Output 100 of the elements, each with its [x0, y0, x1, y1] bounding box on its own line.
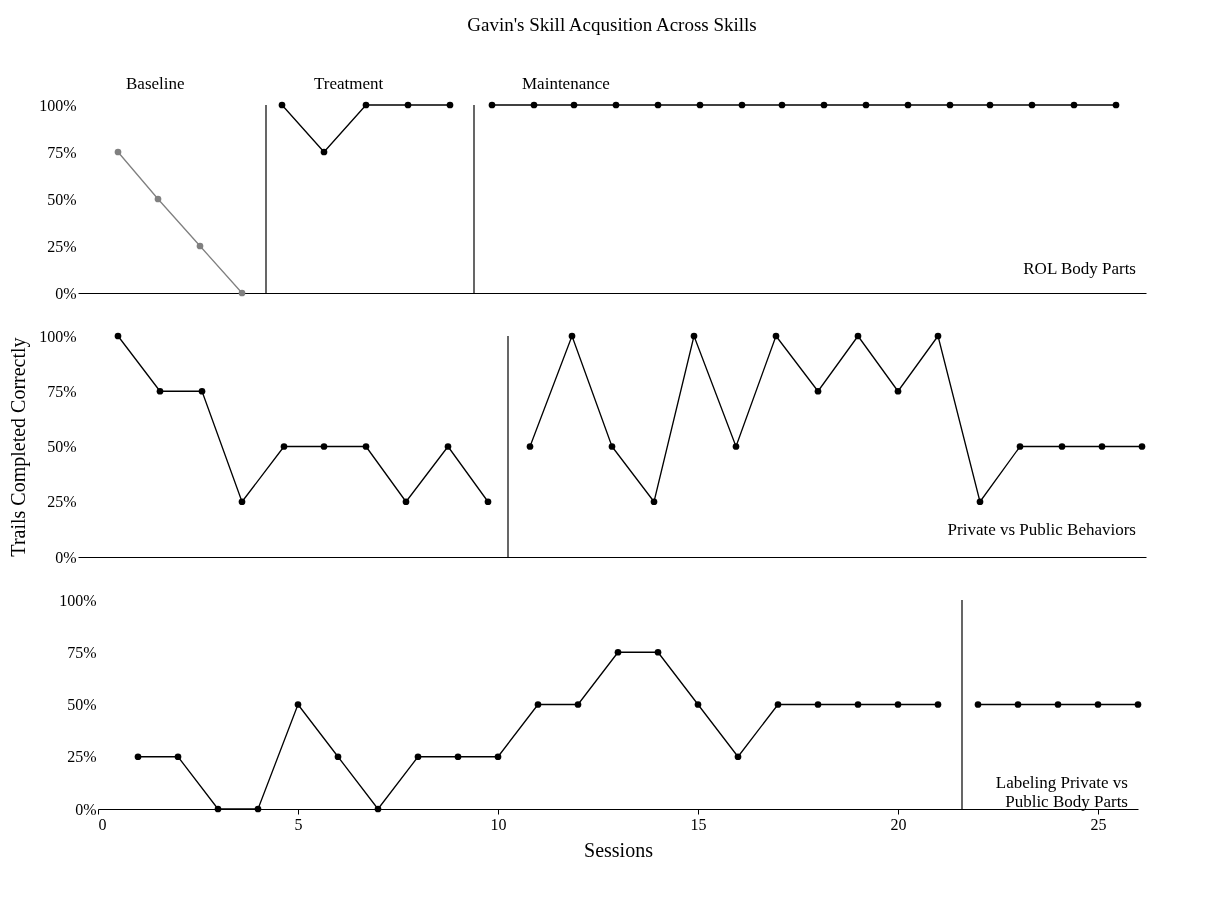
point	[444, 443, 452, 450]
point	[494, 753, 502, 761]
text: Maintenance	[522, 74, 610, 93]
point	[374, 805, 382, 813]
point	[734, 753, 742, 761]
point	[946, 101, 954, 109]
point	[334, 753, 342, 761]
point	[1054, 701, 1062, 708]
y-tick-label: 100%	[39, 96, 77, 114]
point	[534, 701, 542, 708]
point	[154, 195, 162, 203]
point	[778, 101, 786, 109]
point	[404, 101, 412, 109]
point	[614, 648, 622, 656]
point	[862, 101, 870, 109]
point	[694, 701, 702, 708]
point	[484, 498, 492, 506]
y-tick-label: 0%	[55, 548, 77, 566]
point	[1112, 101, 1120, 109]
point	[1016, 443, 1024, 450]
point	[814, 701, 822, 708]
point	[214, 805, 222, 813]
point	[1094, 701, 1102, 708]
x-tick-label: 0	[98, 815, 107, 833]
point	[320, 148, 328, 156]
point	[570, 101, 578, 109]
point	[814, 387, 822, 395]
point	[1028, 101, 1036, 109]
point	[934, 701, 942, 708]
point	[738, 101, 746, 109]
point	[894, 701, 902, 708]
point	[114, 148, 122, 156]
point	[1134, 701, 1142, 708]
text: Treatment	[314, 74, 384, 93]
point	[820, 101, 828, 109]
point	[254, 805, 262, 813]
y-tick-label: 50%	[47, 190, 77, 208]
y-tick-label: 75%	[67, 643, 97, 661]
point	[174, 753, 182, 761]
x-tick-label: 15	[690, 815, 707, 833]
y-tick-label: 25%	[47, 237, 77, 255]
point	[1058, 443, 1066, 450]
point	[198, 387, 206, 395]
point	[934, 332, 942, 340]
point	[362, 101, 370, 109]
point	[608, 443, 616, 450]
x-tick-label: 25	[1090, 815, 1107, 833]
x-tick-label: 10	[490, 815, 507, 833]
y-tick-label: 50%	[67, 696, 97, 713]
point	[134, 753, 142, 761]
point	[526, 443, 534, 450]
chart-title: Gavin's Skill Acqusition Across Skills	[467, 14, 757, 35]
point	[854, 701, 862, 708]
point	[454, 753, 462, 761]
y-tick-label: 25%	[47, 493, 77, 511]
point	[732, 443, 740, 450]
point	[974, 701, 982, 708]
y-tick-label: 25%	[67, 748, 97, 766]
point	[650, 498, 658, 506]
point	[1070, 101, 1078, 109]
point	[488, 101, 496, 109]
point	[574, 701, 582, 708]
point	[156, 387, 164, 395]
x-tick-label: 5	[294, 815, 303, 833]
point	[986, 101, 994, 109]
point	[1014, 701, 1022, 708]
point	[772, 332, 780, 340]
annotation: Private vs Public Behaviors	[947, 520, 1136, 540]
point	[294, 701, 302, 708]
point	[362, 443, 370, 450]
point	[320, 443, 328, 450]
y-tick-label: 0%	[75, 800, 97, 818]
y-tick-label: 50%	[47, 438, 77, 455]
point	[774, 701, 782, 708]
y-tick-label: 100%	[39, 327, 77, 345]
point	[976, 498, 984, 506]
point	[1138, 443, 1146, 450]
point	[238, 289, 246, 297]
text: Baseline	[126, 74, 185, 93]
annotation: ROL Body Parts	[1023, 258, 1136, 278]
point	[654, 101, 662, 109]
point	[402, 498, 410, 506]
point	[904, 101, 912, 109]
point	[612, 101, 620, 109]
point	[690, 332, 698, 340]
point	[894, 387, 902, 395]
point	[114, 332, 122, 340]
x-tick-label: 20	[890, 815, 907, 833]
point	[278, 101, 286, 109]
point	[280, 443, 288, 450]
point	[654, 648, 662, 656]
point	[1098, 443, 1106, 450]
point	[568, 332, 576, 340]
y-tick-label: 75%	[47, 382, 77, 400]
y-axis-title: Trails Completed Correctly	[7, 337, 31, 557]
point	[696, 101, 704, 109]
y-tick-label: 0%	[55, 284, 77, 302]
y-tick-label: 75%	[47, 143, 77, 161]
x-axis-title: Sessions	[584, 838, 654, 861]
point	[530, 101, 538, 109]
